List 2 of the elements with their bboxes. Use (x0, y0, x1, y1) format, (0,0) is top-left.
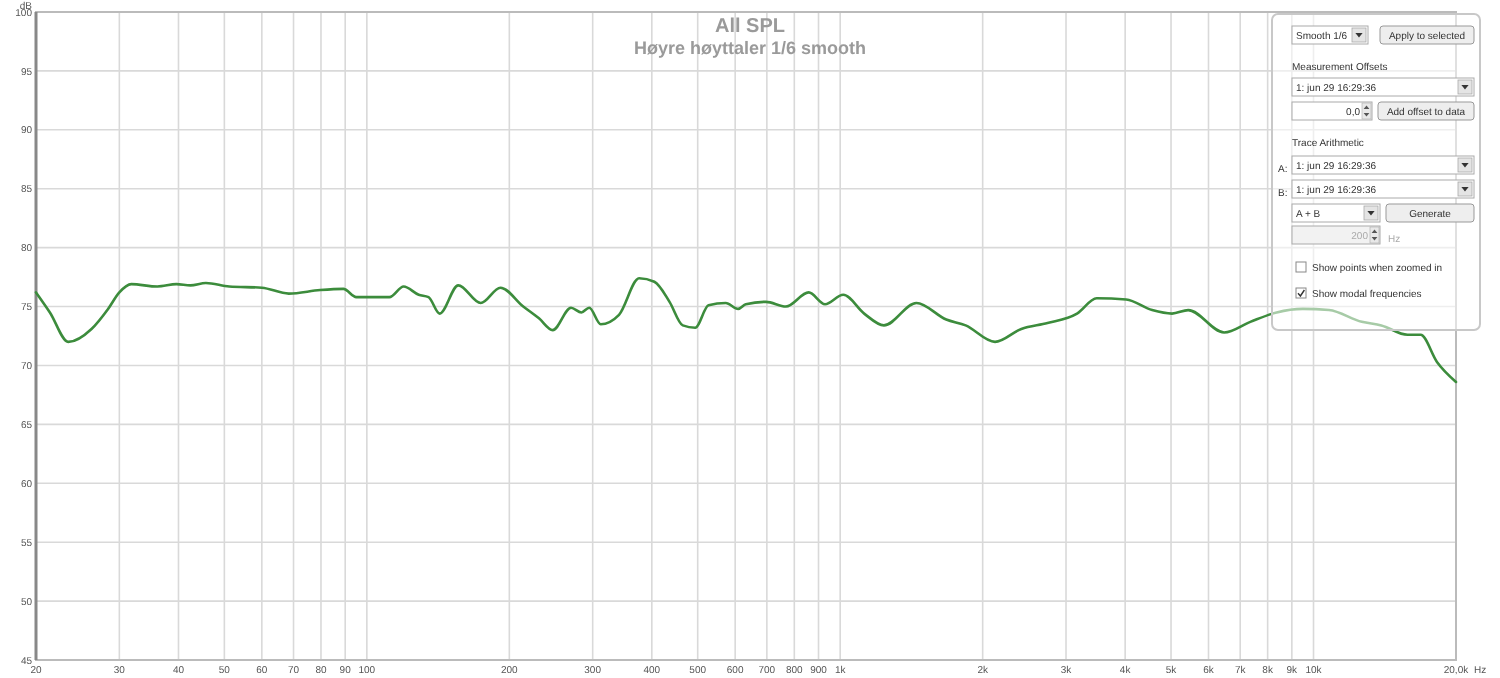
chart-title: All SPL (714, 16, 786, 38)
text: Høyre høyttaler 1/6 smooth (633, 38, 867, 58)
